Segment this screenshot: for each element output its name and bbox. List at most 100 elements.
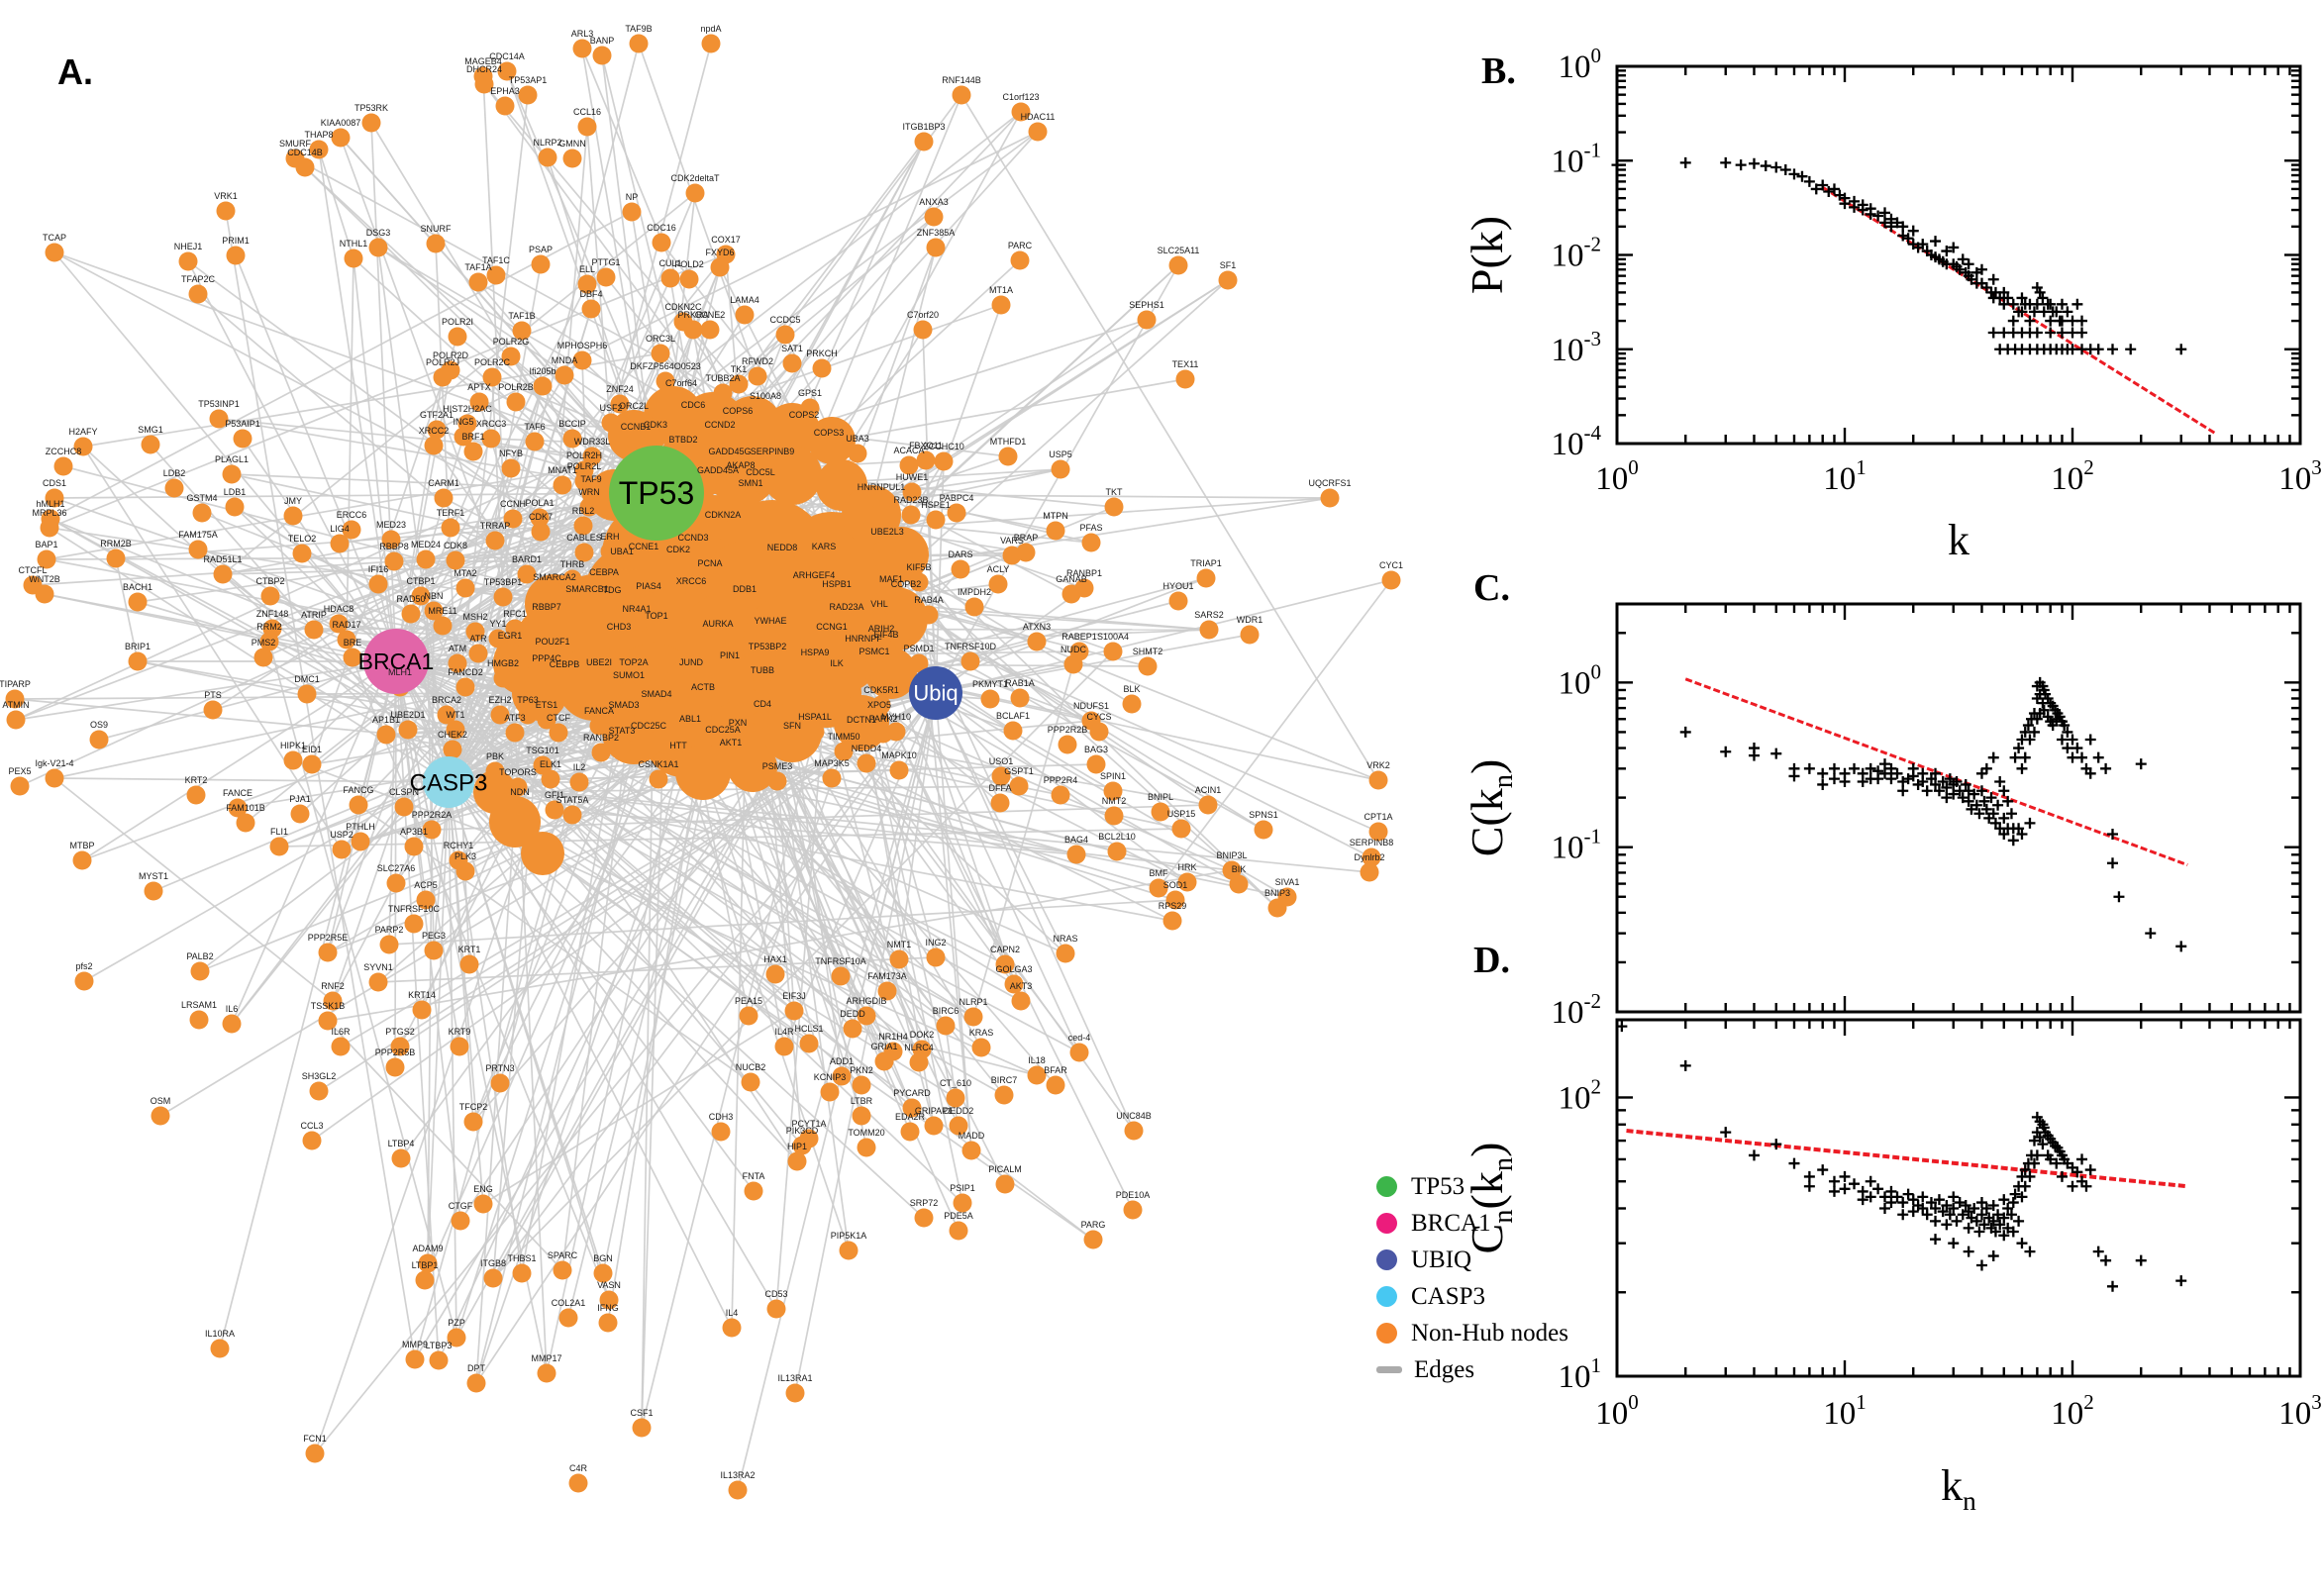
network-node-label: BCCIP [558,419,586,429]
network-node [463,442,483,461]
network-node-label: HIP1 [787,1142,807,1151]
network-node [40,518,59,538]
network-node-label: FANCG [343,785,373,795]
network-node-label: USP15 [1167,809,1196,819]
network-node [222,1014,242,1034]
data-point-marker [1978,795,1990,807]
data-point-marker [2002,1203,2014,1215]
data-point-marker [2009,1188,2021,1200]
data-point-marker [2034,1132,2046,1144]
network-edge [219,660,397,1349]
network-node [819,438,839,457]
network-node-label: EGR1 [498,631,523,641]
network-node [787,1151,807,1171]
network-node-label: BFAR [1044,1065,1067,1075]
network-node [572,350,592,370]
network-node-label: ILK [830,658,844,668]
network-node [188,540,208,559]
network-node [151,1106,170,1126]
network-node-label: PIP5K1A [831,1231,867,1241]
network-node-label: TP53AP1 [509,75,548,85]
network-node-label: PCYT1A [791,1119,826,1129]
network-node-label: TOMM20 [848,1128,884,1138]
network-node [451,1211,470,1231]
data-point-marker [1957,253,1969,265]
network-node [909,653,929,673]
data-point-marker [2016,1238,2028,1249]
network-node [323,991,343,1011]
network-node-label: CT_610 [940,1078,971,1088]
network-node [1103,781,1123,801]
network-node-label: BTBD2 [668,435,697,445]
panel-b-label: B. [1481,50,1516,92]
data-point-marker [1720,1127,1732,1139]
data-point-marker [2016,829,2028,841]
data-points [1616,1021,2187,1292]
network-node [766,1299,786,1319]
network-node-label: PRIM1 [222,236,250,246]
network-node-label: CCND2 [704,420,735,430]
data-point-marker [1970,799,1982,811]
network-node [486,265,506,285]
network-node-label: NUCB2 [736,1062,766,1072]
network-edge [771,692,867,1148]
legend-item-label: BRCA1 [1411,1209,1491,1237]
network-node [877,981,897,1001]
data-point-marker [2031,713,2043,725]
network-edge [448,781,457,1339]
network-node-label: LTBR [851,1096,873,1106]
data-point-marker [2092,344,2104,355]
network-node-label: TAF9 [580,474,601,484]
data-point-marker [1957,1209,1969,1221]
network-node-label: MMP17 [531,1353,561,1363]
network-node [318,1011,338,1031]
network-node [450,1037,469,1056]
network-node-label: DEDD2 [944,1106,974,1116]
network-node [1168,591,1188,611]
network-node-label: MNDA [552,355,578,365]
network-node-label: PPP2R5E [308,933,349,943]
network-node-label: VASN [597,1280,621,1290]
network-edge [730,756,785,1047]
network-node [331,128,351,148]
data-point-marker [2050,1140,2062,1151]
network-node [683,543,703,562]
network-node-label: IL4 [726,1308,739,1318]
data-point-marker [1921,785,1933,797]
network-node [189,1010,209,1030]
network-node [1089,722,1109,742]
network-node-label: SPARC [548,1250,578,1260]
network-node-label: PZP [448,1318,465,1328]
data-point-marker [2019,751,2031,763]
data-point-marker [1963,1246,1974,1257]
network-node-label: XPO5 [867,700,891,710]
network-node [760,626,780,646]
network-node-label: NMT2 [1102,796,1127,806]
network-node [814,551,834,571]
legend-item-casp3: CASP3 [1376,1278,1568,1315]
network-node [627,614,647,634]
network-node [799,1034,819,1053]
network-edge [960,94,1379,781]
data-point-marker [1941,1199,1953,1211]
network-edge [231,474,655,1025]
network-node-label: HIPK1 [280,741,306,750]
data-point-marker [1865,1191,1876,1203]
network-node [592,46,612,65]
network-node [952,85,971,105]
network-node [497,61,517,81]
network-node-label: HYOU1 [1162,581,1193,591]
network-node-label: VRK2 [1366,760,1390,770]
network-node [384,551,404,571]
data-point-marker [2080,1180,2092,1192]
network-node [854,644,873,663]
data-point-marker [1957,792,1969,804]
network-node-label: BANP [590,36,615,46]
network-node [1196,568,1216,588]
network-node-label: CCND3 [677,533,708,543]
network-node-label: PRTN3 [485,1063,514,1073]
network-node-label: RBBP7 [532,602,561,612]
data-point-marker [1960,1199,1971,1211]
network-node-label: CDC16 [647,223,676,233]
